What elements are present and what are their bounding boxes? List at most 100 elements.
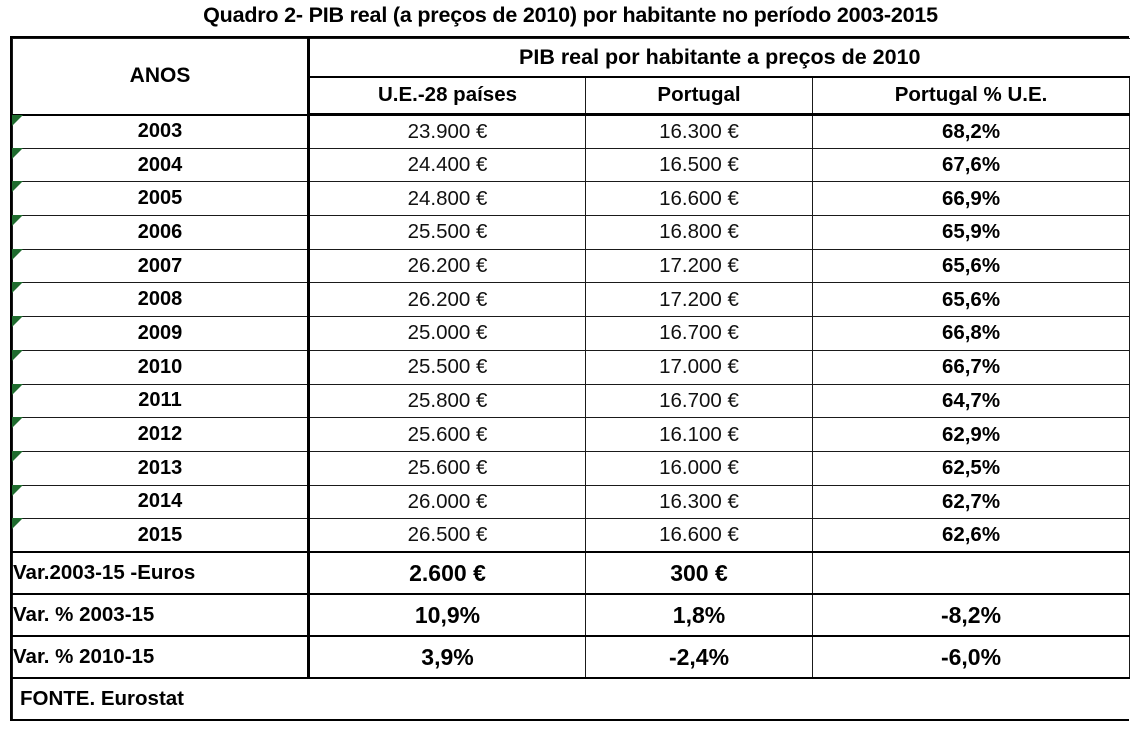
summary-row: Var. % 2003-15 10,9% 1,8% -8,2%: [12, 593, 1131, 638]
cell-ue-value: 25.500 €: [308, 349, 586, 385]
header-cell-portugal-pct-ue: Portugal % U.E.: [811, 76, 1131, 116]
cell-portugal-value: 16.100 €: [585, 417, 813, 452]
cell-year-label: 2009: [137, 321, 183, 344]
cell-year: 2010: [12, 349, 310, 385]
cell-ue-value: 26.200 €: [308, 248, 586, 284]
cell-portugal-pct-value: 67,6%: [811, 147, 1131, 183]
source-row: FONTE. Eurostat: [11, 677, 1130, 720]
summary-ue-value: 3,9%: [308, 635, 586, 680]
cell-ue-value: 23.900 €: [308, 114, 586, 149]
cell-portugal-pct-value: 68,2%: [811, 114, 1131, 149]
cell-year-label: 2010: [137, 355, 183, 378]
summary-portugal-value: -2,4%: [585, 635, 813, 680]
cell-year-label: 2005: [137, 187, 183, 210]
table-row: 2014 26.000 €16.300 €62,7%: [12, 484, 1131, 520]
header-row-sub: U.E.-28 países Portugal Portugal % U.E.: [13, 76, 1131, 116]
cell-year: 2004: [12, 147, 310, 183]
cell-ue-value: 26.500 €: [308, 518, 586, 553]
cell-year-label: 2003: [137, 120, 183, 143]
summary-portugal-pct-value: [811, 551, 1131, 596]
cell-ue-value: 25.800 €: [308, 383, 586, 419]
header-row-group: ANOS PIB real por habitante a preços de …: [12, 38, 1130, 116]
summary-portugal-value: 1,8%: [585, 593, 813, 638]
cell-portugal-value: 16.500 €: [585, 147, 813, 183]
header-cell-group: PIB real por habitante a preços de 2010: [307, 38, 1130, 78]
cell-portugal-value: 16.300 €: [585, 484, 813, 520]
cell-year: 2012: [12, 417, 310, 452]
table-row: 2005 24.800 €16.600 €66,9%: [12, 181, 1131, 217]
summary-portugal-pct-value: -6,0%: [811, 635, 1131, 680]
cell-year-label: 2006: [137, 220, 183, 243]
error-flag-icon: [12, 349, 23, 361]
header-cell-anos: ANOS: [12, 38, 310, 116]
summary-row-label: Var. % 2003-15: [12, 593, 310, 638]
summary-row-label: Var. % 2010-15: [12, 635, 310, 680]
cell-year: 2015: [12, 518, 310, 553]
error-flag-icon: [12, 518, 23, 530]
cell-portugal-value: 17.200 €: [585, 248, 813, 284]
cell-portugal-pct-value: 62,7%: [811, 484, 1131, 520]
cell-portugal-pct-value: 65,6%: [811, 248, 1131, 284]
data-table-container: ANOS PIB real por habitante a preços de …: [10, 36, 1131, 722]
cell-year: 2011: [12, 383, 310, 419]
cell-year: 2013: [12, 450, 310, 486]
cell-portugal-pct-value: 65,6%: [811, 282, 1131, 318]
header-cell-portugal: Portugal: [585, 76, 813, 116]
cell-portugal-value: 16.600 €: [585, 181, 813, 217]
cell-year-label: 2004: [137, 153, 183, 176]
header-cell-ue: U.E.-28 países: [308, 76, 586, 116]
table-row: 2006 25.500 €16.800 €65,9%: [12, 215, 1131, 250]
cell-portugal-value: 16.600 €: [585, 518, 813, 553]
cell-year-label: 2015: [137, 523, 183, 546]
cell-year-label: 2007: [137, 254, 183, 277]
summary-row: Var.2003-15 -Euros 2.600 €300 €: [12, 551, 1131, 596]
cell-portugal-value: 16.800 €: [585, 215, 813, 250]
cell-ue-value: 25.600 €: [308, 417, 586, 452]
table-header: ANOS PIB real por habitante a preços de …: [12, 38, 1131, 116]
error-flag-icon: [12, 114, 23, 126]
summary-row: Var. % 2010-15 3,9% -2,4% -6,0%: [12, 635, 1131, 680]
source-label: FONTE. Eurostat: [11, 677, 1130, 720]
cell-ue-value: 26.200 €: [308, 282, 586, 318]
table-row: 2010 25.500 €17.000 €66,7%: [12, 349, 1131, 385]
summary-portugal-value: 300 €: [585, 551, 813, 596]
error-flag-icon: [12, 248, 23, 260]
cell-portugal-pct-value: 62,9%: [811, 417, 1131, 452]
table-body: 2003 23.900 €16.300 €68,2% 2004 24.400 €16.…: [11, 114, 1131, 720]
cell-portugal-pct-value: 66,7%: [811, 349, 1131, 385]
cell-portugal-value: 16.300 €: [585, 114, 813, 149]
cell-ue-value: 24.400 €: [308, 147, 586, 183]
cell-portugal-value: 17.000 €: [585, 349, 813, 385]
error-flag-icon: [12, 417, 23, 429]
cell-portugal-value: 16.700 €: [585, 316, 813, 351]
cell-year: 2007: [12, 248, 310, 284]
cell-year: 2003: [12, 114, 310, 149]
table-row: 2009 25.000 €16.700 €66,8%: [12, 316, 1131, 351]
cell-portugal-pct-value: 62,6%: [811, 518, 1131, 553]
error-flag-icon: [12, 181, 23, 193]
cell-ue-value: 25.600 €: [308, 450, 586, 486]
cell-year-label: 2011: [138, 389, 182, 412]
cell-portugal-value: 16.000 €: [585, 450, 813, 486]
cell-ue-value: 26.000 €: [308, 484, 586, 520]
cell-year-label: 2014: [137, 490, 183, 513]
cell-portugal-pct-value: 65,9%: [811, 215, 1131, 250]
cell-ue-value: 25.000 €: [308, 316, 586, 351]
cell-portugal-value: 17.200 €: [585, 282, 813, 318]
summary-ue-value: 2.600 €: [308, 551, 586, 596]
table-row: 2012 25.600 €16.100 €62,9%: [12, 417, 1131, 452]
cell-portugal-pct-value: 62,5%: [811, 450, 1131, 486]
cell-year: 2008: [12, 282, 310, 318]
error-flag-icon: [12, 282, 23, 294]
table-row: 2013 25.600 €16.000 €62,5%: [12, 450, 1131, 486]
cell-portugal-pct-value: 66,8%: [811, 316, 1131, 351]
summary-ue-value: 10,9%: [308, 593, 586, 638]
table-row: 2015 26.500 €16.600 €62,6%: [12, 518, 1131, 553]
error-flag-icon: [12, 316, 23, 328]
table-row: 2008 26.200 €17.200 €65,6%: [12, 282, 1131, 318]
summary-portugal-pct-value: -8,2%: [811, 593, 1131, 638]
cell-year-label: 2013: [137, 456, 183, 479]
gdp-table: ANOS PIB real por habitante a preços de …: [11, 38, 1131, 720]
cell-year: 2005: [12, 181, 310, 217]
